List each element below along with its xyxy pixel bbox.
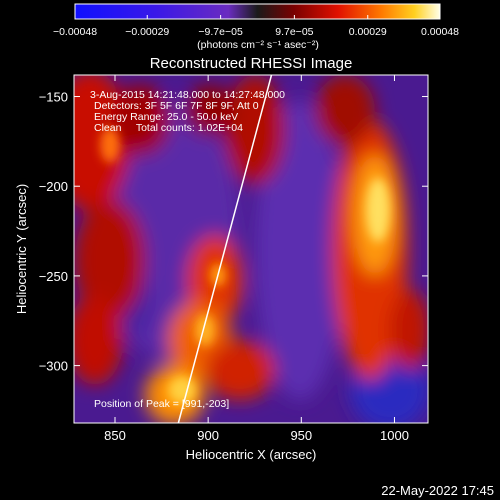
x-tick-label: 950 (290, 428, 312, 443)
colorbar-tick-label: −0.00029 (125, 26, 169, 38)
y-tick-label: −250 (39, 269, 68, 284)
colorbar-tick-label: −9.7e−05 (198, 26, 243, 38)
y-axis-label: Heliocentric Y (arcsec) (14, 184, 29, 314)
chart-title: Reconstructed RHESSI Image (150, 55, 353, 72)
annotation-method-counts: Clean Total counts: 1.02E+04 (94, 122, 243, 134)
y-tick-label: −150 (39, 90, 68, 105)
colorbar-unit-label: (photons cm⁻² s⁻¹ asec⁻²) (197, 39, 319, 51)
colorbar-tick-label: 0.00029 (349, 26, 387, 38)
colorbar-tick-label: 9.7e−05 (275, 26, 313, 38)
annotation-energy-range: Energy Range: 25.0 - 50.0 keV (94, 111, 238, 123)
colorbar-gradient (74, 3, 441, 20)
solar-limb-line (177, 74, 273, 424)
annotations: 3-Aug-2015 14:21:48.000 to 14:27:48.000 … (90, 89, 285, 410)
plot-frame (73, 74, 429, 424)
y-axis-ticks: −150 −200 −250 −300 (39, 90, 428, 374)
footer-date: 22-May-2022 17:45 (381, 483, 494, 498)
colorbar-tick-label: 0.00048 (421, 26, 459, 38)
colorbar-ticks: −0.00048 −0.00029 −9.7e−05 9.7e−05 0.00029 0.… (53, 15, 459, 38)
x-axis-label: Heliocentric X (arcsec) (186, 447, 317, 462)
x-tick-label: 900 (197, 428, 219, 443)
annotation-peak: Position of Peak = [991,-203] (94, 398, 229, 410)
x-axis-ticks: 850 900 950 1000 (104, 75, 409, 443)
y-tick-label: −200 (39, 179, 68, 194)
x-tick-label: 1000 (380, 428, 409, 443)
x-tick-label: 850 (104, 428, 126, 443)
colorbar-tick-label: −0.00048 (53, 26, 97, 38)
annotation-detectors: Detectors: 3F 5F 6F 7F 8F 9F, Att 0 (94, 100, 259, 112)
y-tick-label: −300 (39, 359, 68, 374)
annotation-time-range: 3-Aug-2015 14:21:48.000 to 14:27:48.000 (90, 89, 285, 101)
colorbar: −0.00048 −0.00029 −9.7e−05 9.7e−05 0.00029 0.… (53, 3, 459, 51)
heatmap-image (74, 75, 428, 423)
